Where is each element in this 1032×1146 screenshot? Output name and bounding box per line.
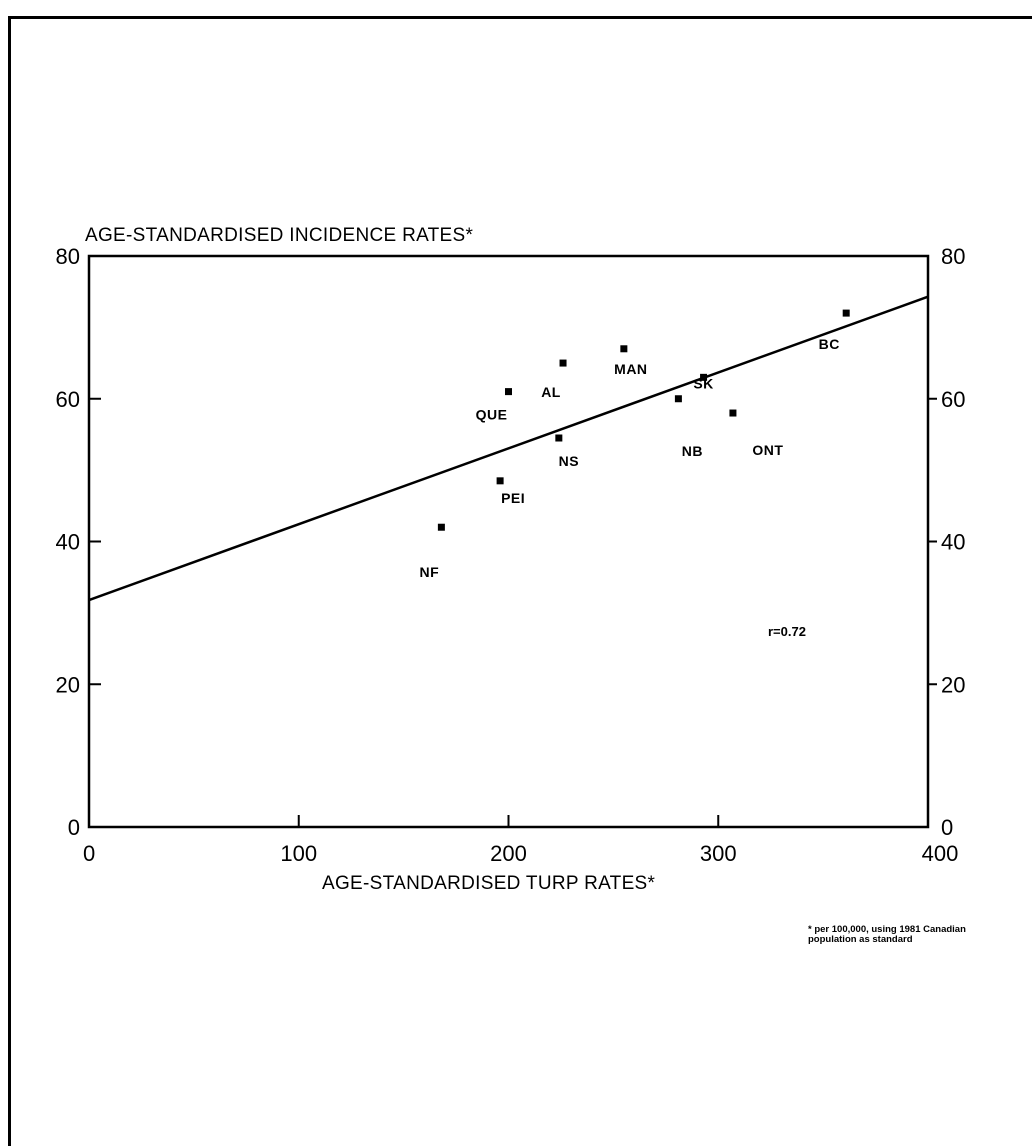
point-label-sk: SK [693,375,713,391]
data-point-que [505,388,512,396]
point-label-nb: NB [682,443,703,459]
x-tick-label: 300 [700,841,737,866]
data-point-man [620,345,628,353]
data-point-ns [555,434,563,442]
y-tick-label: 20 [56,672,80,697]
point-label-bc: BC [819,336,840,352]
point-label-ns: NS [559,453,579,469]
point-labels-layer: NF PEI QUE NS AL MAN NB SK ONT BC [420,336,840,580]
data-point-nf [437,523,445,531]
x-tick-label: 200 [490,841,527,866]
point-label-man: MAN [614,361,647,377]
point-label-que: QUE [476,407,508,423]
data-point-sk [700,373,708,381]
page-frame [8,16,1032,1146]
y-tick-label: 80 [56,244,80,269]
footnote-line-2: population as standard [808,934,913,945]
x-tick-label: 400 [922,841,959,866]
correlation-annotation: r=0.72 [768,624,806,639]
y2-tick-label: 60 [941,387,965,412]
point-label-al: AL [541,384,561,400]
regression-line [88,295,929,602]
y2-tick-label: 0 [941,815,953,840]
point-label-pei: PEI [501,490,525,506]
point-label-ont: ONT [752,442,783,458]
x-tick-label: 100 [280,841,317,866]
data-point-pei [496,477,504,485]
y-tick-label: 40 [56,530,80,555]
data-point-ont [729,409,737,417]
y2-tick-label: 80 [941,244,965,269]
point-label-nf: NF [420,564,440,580]
footnote-line-1: * per 100,000, using 1981 Canadian [808,924,966,935]
data-point-nb [674,395,682,403]
x-axis-title: AGE-STANDARDISED TURP RATES* [322,873,656,894]
y-axis-title: AGE-STANDARDISED INCIDENCE RATES* [85,225,473,246]
y2-tick-label: 40 [941,530,965,555]
x-tick-label: 0 [83,841,95,866]
y2-tick-label: 20 [941,672,965,697]
y-tick-label: 0 [68,815,80,840]
y-tick-label: 60 [56,387,80,412]
points-layer [437,309,850,531]
trendline-layer [88,295,929,602]
data-point-al [559,359,567,367]
data-point-bc [842,309,850,317]
